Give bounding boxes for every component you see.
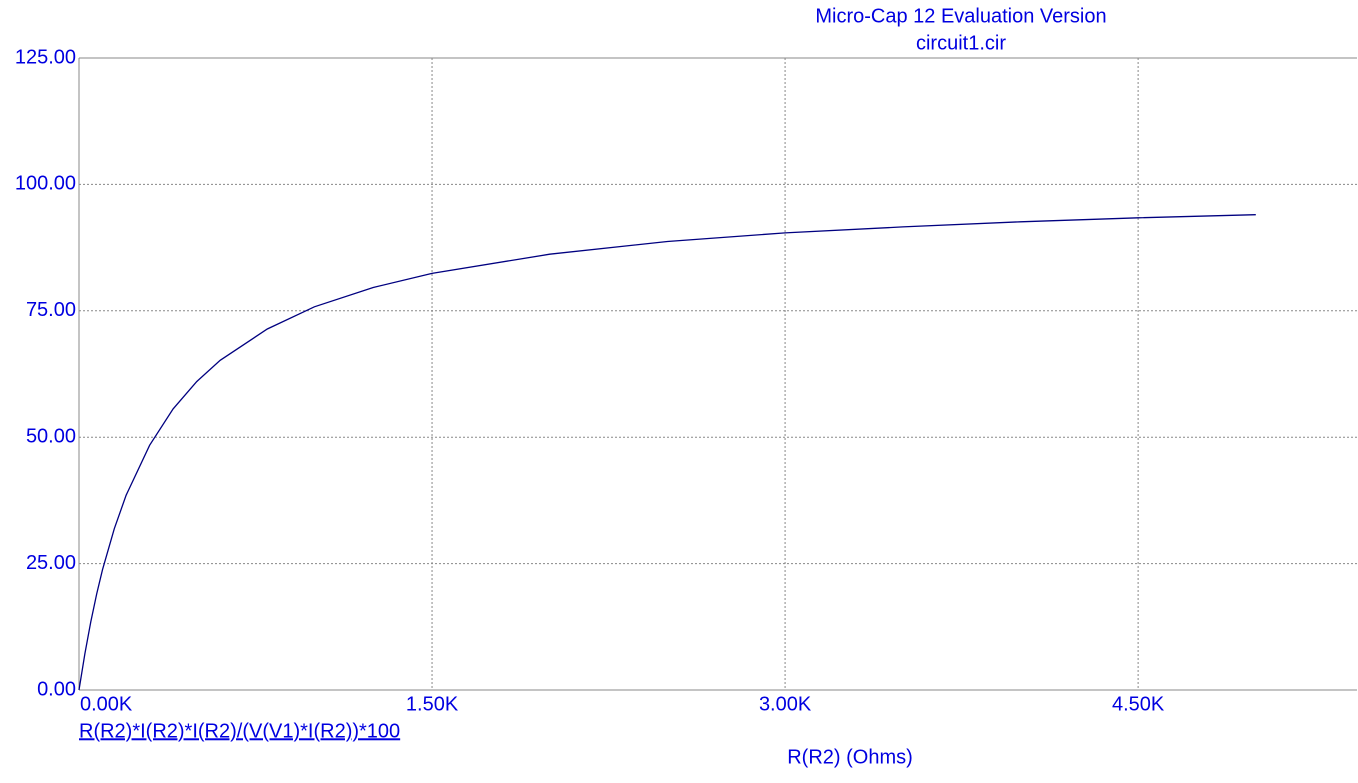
y-tick-label: 50.00 [26,425,76,447]
chart-subtitle: circuit1.cir [916,32,1006,54]
series-line [78,214,1256,691]
x-axis-label: R(R2) (Ohms) [787,746,913,768]
y-tick-label: 0.00 [37,678,76,700]
y-tick-label: 25.00 [26,552,76,574]
y-tick-label: 125.00 [15,46,76,68]
x-tick-label: 3.00K [759,693,812,715]
y-tick-label: 75.00 [26,299,76,321]
x-tick-label: 4.50K [1112,693,1165,715]
y-tick-label: 100.00 [15,173,76,195]
x-tick-label: 1.50K [406,693,459,715]
legend-label: R(R2)*I(R2)*I(R2)/(V(V1)*I(R2))*100 [79,720,400,742]
x-tick-label: 0.00K [80,693,133,715]
chart-title: Micro-Cap 12 Evaluation Version [815,5,1106,27]
